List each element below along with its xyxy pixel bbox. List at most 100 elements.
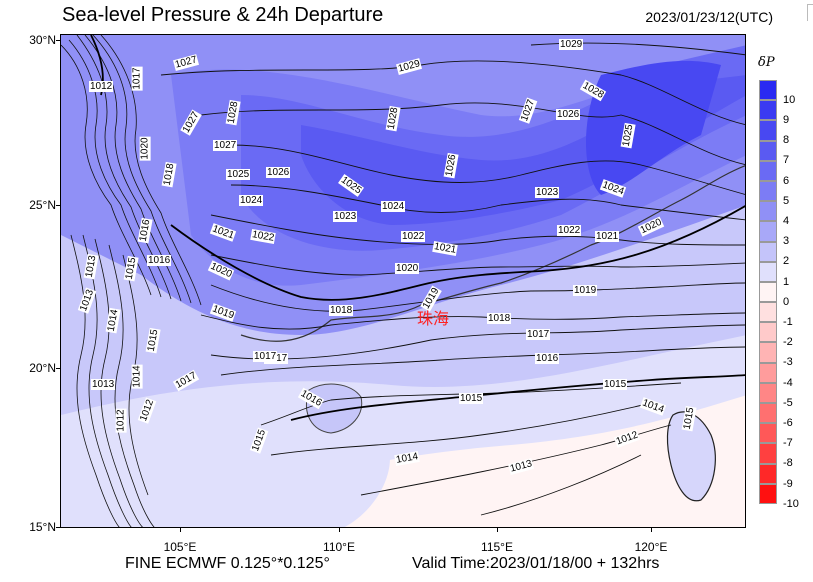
lon-tick	[339, 528, 340, 532]
isobar-label: 1025	[338, 174, 365, 197]
legend-label: 9	[783, 113, 790, 126]
legend-swatch	[759, 180, 777, 202]
isobar-label: 1021	[595, 231, 620, 242]
lat-tick	[56, 40, 60, 41]
lat-tick	[56, 205, 60, 206]
isobar-label: 1025	[620, 122, 636, 149]
isobar-label: 1013	[507, 458, 535, 475]
legend-label: -6	[783, 416, 793, 429]
pressure-map[interactable]: 1029 1029 1028 1028 1028 1027 1027 1027 …	[60, 34, 746, 528]
legend-swatch	[759, 362, 777, 383]
isobar-label: 1029	[559, 39, 584, 50]
legend-label: 2	[783, 255, 790, 268]
legend-swatch	[759, 241, 777, 262]
isobar-label: 1014	[131, 364, 143, 389]
legend-label: 1	[783, 275, 790, 288]
valid-time: Valid Time:2023/01/18/00 + 132hrs	[412, 555, 660, 572]
isobar-label: 1027	[180, 109, 202, 136]
corner-mark	[807, 4, 813, 21]
isobar-label: 1017	[253, 351, 278, 362]
isobar-label: 1016	[137, 217, 153, 244]
lon-tick	[497, 528, 498, 532]
isobar-label: 1025	[226, 169, 251, 180]
lat-label: 20°N	[29, 361, 56, 375]
legend-swatch	[759, 221, 777, 242]
isobar-label: 1013	[91, 379, 116, 390]
legend-swatch	[759, 160, 777, 181]
legend-label: 3	[783, 235, 790, 248]
isobar-label: 1027	[172, 54, 200, 71]
legend-label: -5	[783, 396, 793, 409]
legend-label: -3	[783, 356, 793, 369]
isobar-label: 1028	[385, 105, 401, 132]
lat-label: 15°N	[29, 520, 56, 534]
legend-label: 0	[783, 295, 790, 308]
lon-tick	[180, 528, 181, 532]
isobar-label: 1017	[172, 369, 200, 392]
legend-label: -1	[783, 315, 793, 328]
isobar-lines	[160, 42, 745, 516]
isobar-label: 1019	[209, 303, 237, 322]
legend-swatch	[759, 302, 777, 323]
isobar-label: 1016	[535, 353, 560, 364]
legend-swatch	[759, 201, 777, 222]
isobar-label: 1015	[123, 255, 139, 282]
legend-label: -9	[783, 477, 793, 490]
isobar-label: 1014	[394, 450, 421, 467]
isobar-label: 1018	[487, 313, 512, 324]
lat-label: 30°N	[29, 33, 56, 47]
model-info: FINE ECMWF 0.125°*0.125°	[125, 555, 330, 572]
lon-label: 115°E	[481, 540, 513, 554]
isobar-label: 1015	[249, 427, 269, 454]
legend-label: 8	[783, 134, 790, 147]
isobar-label: 1013	[83, 253, 99, 280]
legend-label: 5	[783, 194, 790, 207]
city-label-zhuhai: 珠海	[417, 311, 450, 328]
isobar-labels: 1029 1029 1028 1028 1028 1027 1027 1027 …	[61, 35, 745, 527]
isobar-label: 1014	[639, 397, 667, 416]
legend-label: -10	[783, 497, 799, 510]
lat-label: 25°N	[29, 198, 56, 212]
isobar-label: 1024	[239, 195, 264, 206]
lon-tick	[651, 528, 652, 532]
isobar-label: 1024	[381, 201, 406, 212]
legend-swatch	[759, 100, 777, 121]
legend-swatch	[759, 322, 777, 343]
legend-label: 6	[783, 174, 790, 187]
legend-swatch	[759, 140, 777, 161]
isobar-label: 1026	[266, 167, 291, 178]
legend-label: -7	[783, 437, 793, 450]
isobar-label: 1016	[147, 255, 172, 266]
lat-tick	[56, 527, 60, 528]
isobar-label: 1020	[395, 263, 420, 274]
isobar-label: 1020	[139, 136, 151, 161]
isobar-label: 1015	[681, 405, 697, 432]
isobar-label: 1018	[329, 305, 354, 316]
isobar-label: 1023	[333, 211, 358, 222]
isobar-label: 1013	[77, 287, 97, 314]
legend-label: 7	[783, 154, 790, 167]
isobar-label: 1017	[526, 329, 551, 340]
isobar-label: 1027	[518, 97, 538, 124]
isobar-label: 1012	[115, 408, 127, 433]
isobar-label: 1022	[250, 228, 277, 245]
isobar-label: 1023	[535, 187, 560, 198]
legend-swatch	[759, 261, 777, 282]
isobar-label: 1022	[557, 225, 582, 236]
legend-swatch	[759, 342, 777, 363]
isobar-label: 1020	[207, 260, 235, 281]
legend-swatch	[759, 120, 777, 141]
isobar-label: 1024	[599, 179, 627, 198]
legend-label: -8	[783, 457, 793, 470]
legend-swatch	[759, 463, 777, 484]
isobar-label: 1026	[556, 109, 581, 120]
legend-label: -4	[783, 376, 793, 389]
legend-label: 10	[783, 93, 796, 106]
isobar-label: 1021	[209, 223, 237, 242]
isobar-label: 1028	[579, 79, 607, 102]
hainan-landmass	[305, 383, 363, 434]
chart-title: Sea-level Pressure & 24h Departure	[62, 4, 384, 26]
isobar-label: 1020	[637, 216, 665, 237]
legend-swatch	[759, 483, 777, 504]
legend-swatch	[759, 443, 777, 464]
